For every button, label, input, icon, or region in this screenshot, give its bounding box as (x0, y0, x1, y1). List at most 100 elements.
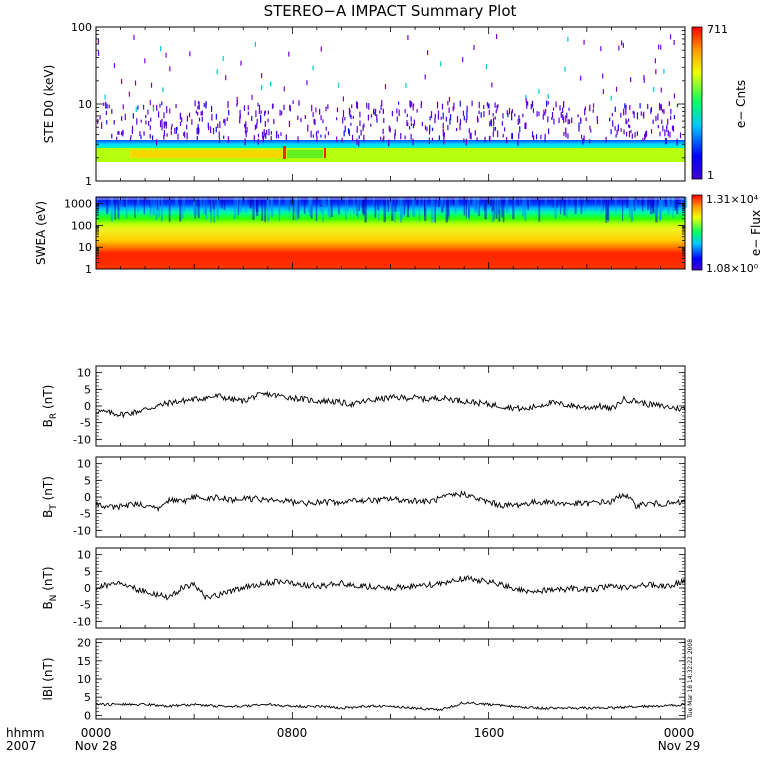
ste-colorbar-min: 1 (707, 169, 714, 182)
swea-streak (642, 197, 644, 212)
swea-streak (403, 197, 406, 215)
ste-count-pixel (497, 104, 499, 108)
swea-streak (563, 197, 566, 216)
ste-count-pixel (488, 103, 490, 109)
ste-count-pixel (494, 126, 497, 131)
ste-count-pixel (668, 101, 670, 106)
swea-streak (330, 197, 333, 217)
ste-count-pixel (404, 109, 406, 114)
ste-count-pixel (538, 88, 540, 94)
swea-streak (441, 197, 444, 206)
ste-count-pixel (336, 107, 339, 113)
ste-count-pixel (484, 136, 486, 143)
swea-streak (411, 197, 414, 216)
y-tick-label: 100 (71, 219, 92, 232)
ste-count-pixel (239, 116, 241, 124)
ste-count-pixel (197, 100, 200, 105)
ste-count-pixel (356, 125, 358, 133)
swea-streak (267, 197, 270, 222)
ste-count-pixel (380, 136, 382, 140)
swea-streak (454, 197, 457, 214)
ste-count-pixel (666, 126, 668, 132)
swea-streak (524, 197, 527, 221)
ste-count-pixel (174, 127, 176, 134)
ste-count-pixel (111, 108, 113, 114)
ste-count-pixel (650, 129, 653, 134)
ste-count-pixel (254, 124, 256, 130)
ste-count-pixel (429, 116, 431, 121)
ste-count-pixel (384, 84, 387, 90)
swea-streak (377, 197, 380, 211)
swea-streak (321, 197, 323, 214)
ste-count-pixel (170, 126, 173, 130)
ste-count-pixel (506, 137, 508, 144)
ste-count-pixel (434, 118, 436, 124)
y-tick-label: 15 (77, 655, 91, 668)
x-axis-row1-label: hhmm (6, 726, 45, 740)
ste-count-pixel (228, 109, 230, 116)
ste-count-pixel (545, 109, 547, 113)
swea-streak (256, 197, 259, 216)
ste-count-pixel (626, 120, 628, 125)
swea-streak (387, 197, 389, 213)
ste-count-pixel (583, 135, 585, 142)
ste-count-pixel (188, 112, 191, 118)
ste-count-pixel (197, 112, 199, 116)
ste-count-pixel (412, 103, 415, 107)
ste-count-pixel (658, 44, 660, 50)
bfield-y-label-main: B (41, 601, 55, 609)
bfield-y-label-main: lBl (41, 686, 55, 701)
ste-count-pixel (181, 117, 183, 123)
ste-count-pixel (456, 127, 458, 132)
ste-count-pixel (356, 138, 358, 145)
ste-count-pixel (106, 120, 108, 125)
ste-count-pixel (563, 116, 565, 124)
ste-count-pixel (525, 122, 527, 130)
ste-count-pixel (492, 131, 494, 137)
swea-streak (356, 197, 358, 217)
ste-count-pixel (320, 134, 322, 138)
ste-count-pixel (410, 122, 412, 127)
ste-count-pixel (578, 126, 580, 132)
swea-streak (261, 197, 264, 221)
ste-count-pixel (437, 114, 440, 120)
swea-streak (134, 197, 136, 219)
ste-count-pixel (374, 111, 376, 117)
ste-count-pixel (524, 123, 526, 129)
ste-count-pixel (544, 111, 546, 116)
ste-count-pixel (189, 51, 191, 57)
swea-streak (424, 197, 426, 216)
ste-count-pixel (526, 102, 528, 109)
ste-count-pixel (210, 105, 213, 113)
ste-count-pixel (628, 130, 631, 138)
ste-count-pixel (201, 110, 203, 116)
ste-count-pixel (420, 103, 422, 108)
ste-count-pixel (319, 108, 321, 115)
swea-streak (278, 197, 281, 222)
swea-streak (684, 197, 688, 208)
ste-count-pixel (410, 116, 412, 122)
ste-count-pixel (562, 107, 564, 114)
swea-streak (629, 197, 631, 219)
ste-count-pixel (162, 87, 164, 93)
ste-count-pixel (596, 115, 598, 121)
ste-count-pixel (676, 103, 679, 108)
ste-count-pixel (376, 114, 378, 121)
swea-streak (328, 197, 330, 211)
ste-count-pixel (256, 118, 258, 124)
swea-streak (297, 197, 300, 219)
swea-streak (654, 197, 657, 217)
ste-count-pixel (105, 110, 108, 116)
y-tick-label: -10 (73, 615, 91, 628)
ste-count-pixel (327, 104, 329, 109)
swea-streak (212, 197, 215, 210)
ste-count-pixel (405, 82, 407, 88)
ste-count-pixel (602, 73, 604, 79)
ste-count-pixel (116, 136, 118, 140)
ste-count-pixel (412, 123, 414, 129)
ste-count-pixel (634, 132, 636, 138)
ste-count-pixel (567, 36, 569, 42)
swea-streak (522, 197, 525, 217)
ste-count-pixel (585, 117, 587, 122)
swea-streak (571, 197, 573, 208)
